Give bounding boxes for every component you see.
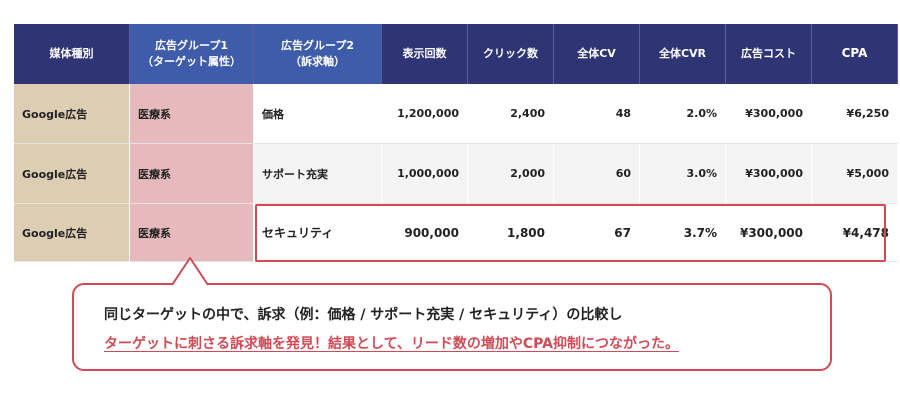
header-ad-group-1: 広告グループ1 （ターゲット属性）: [130, 24, 254, 84]
row2-cpa: ¥5,000: [812, 144, 898, 204]
header-ad-group-2: 広告グループ2 （訴求軸）: [254, 24, 382, 84]
row1-cvr: 2.0%: [640, 84, 726, 144]
row2-appeal: サポート充実: [254, 144, 382, 204]
results-table: 媒体種別 広告グループ1 （ターゲット属性） 広告グループ2 （訴求軸） 表示回数 …: [14, 24, 898, 262]
row3-appeal: セキュリティ: [254, 204, 382, 262]
row3-media: Google広告: [14, 204, 130, 262]
row2-impressions: 1,000,000: [382, 144, 468, 204]
header-cvr: 全体CVR: [640, 24, 726, 84]
header-media: 媒体種別: [14, 24, 130, 84]
row3-impressions: 900,000: [382, 204, 468, 262]
callout-pointer: [171, 257, 209, 286]
row3-target: 医療系: [130, 204, 254, 262]
row2-media: Google広告: [14, 144, 130, 204]
row2-cvr: 3.0%: [640, 144, 726, 204]
header-cv: 全体CV: [554, 24, 640, 84]
header-cost: 広告コスト: [726, 24, 812, 84]
callout-line-2: ターゲットに刺さる訴求軸を発見！結果として、リード数の増加やCPA抑制につながっ…: [104, 336, 679, 352]
row1-cost: ¥300,000: [726, 84, 812, 144]
row1-cpa: ¥6,250: [812, 84, 898, 144]
row1-target: 医療系: [130, 84, 254, 144]
row3-cpa: ¥4,478: [812, 204, 898, 262]
row3-cv: 67: [554, 204, 640, 262]
header-cpa: CPA: [812, 24, 898, 84]
row1-media: Google広告: [14, 84, 130, 144]
row1-impressions: 1,200,000: [382, 84, 468, 144]
callout-line-1: 同じターゲットの中で、訴求（例：価格 / サポート充実 / セキュリティ）の比較…: [104, 307, 623, 323]
row2-cost: ¥300,000: [726, 144, 812, 204]
row3-cvr: 3.7%: [640, 204, 726, 262]
row2-target: 医療系: [130, 144, 254, 204]
row1-appeal: 価格: [254, 84, 382, 144]
header-clicks: クリック数: [468, 24, 554, 84]
row3-cost: ¥300,000: [726, 204, 812, 262]
row2-cv: 60: [554, 144, 640, 204]
row3-clicks: 1,800: [468, 204, 554, 262]
row1-cv: 48: [554, 84, 640, 144]
row2-clicks: 2,000: [468, 144, 554, 204]
header-impressions: 表示回数: [382, 24, 468, 84]
callout-bubble: 同じターゲットの中で、訴求（例：価格 / サポート充実 / セキュリティ）の比較…: [72, 283, 832, 371]
row1-clicks: 2,400: [468, 84, 554, 144]
